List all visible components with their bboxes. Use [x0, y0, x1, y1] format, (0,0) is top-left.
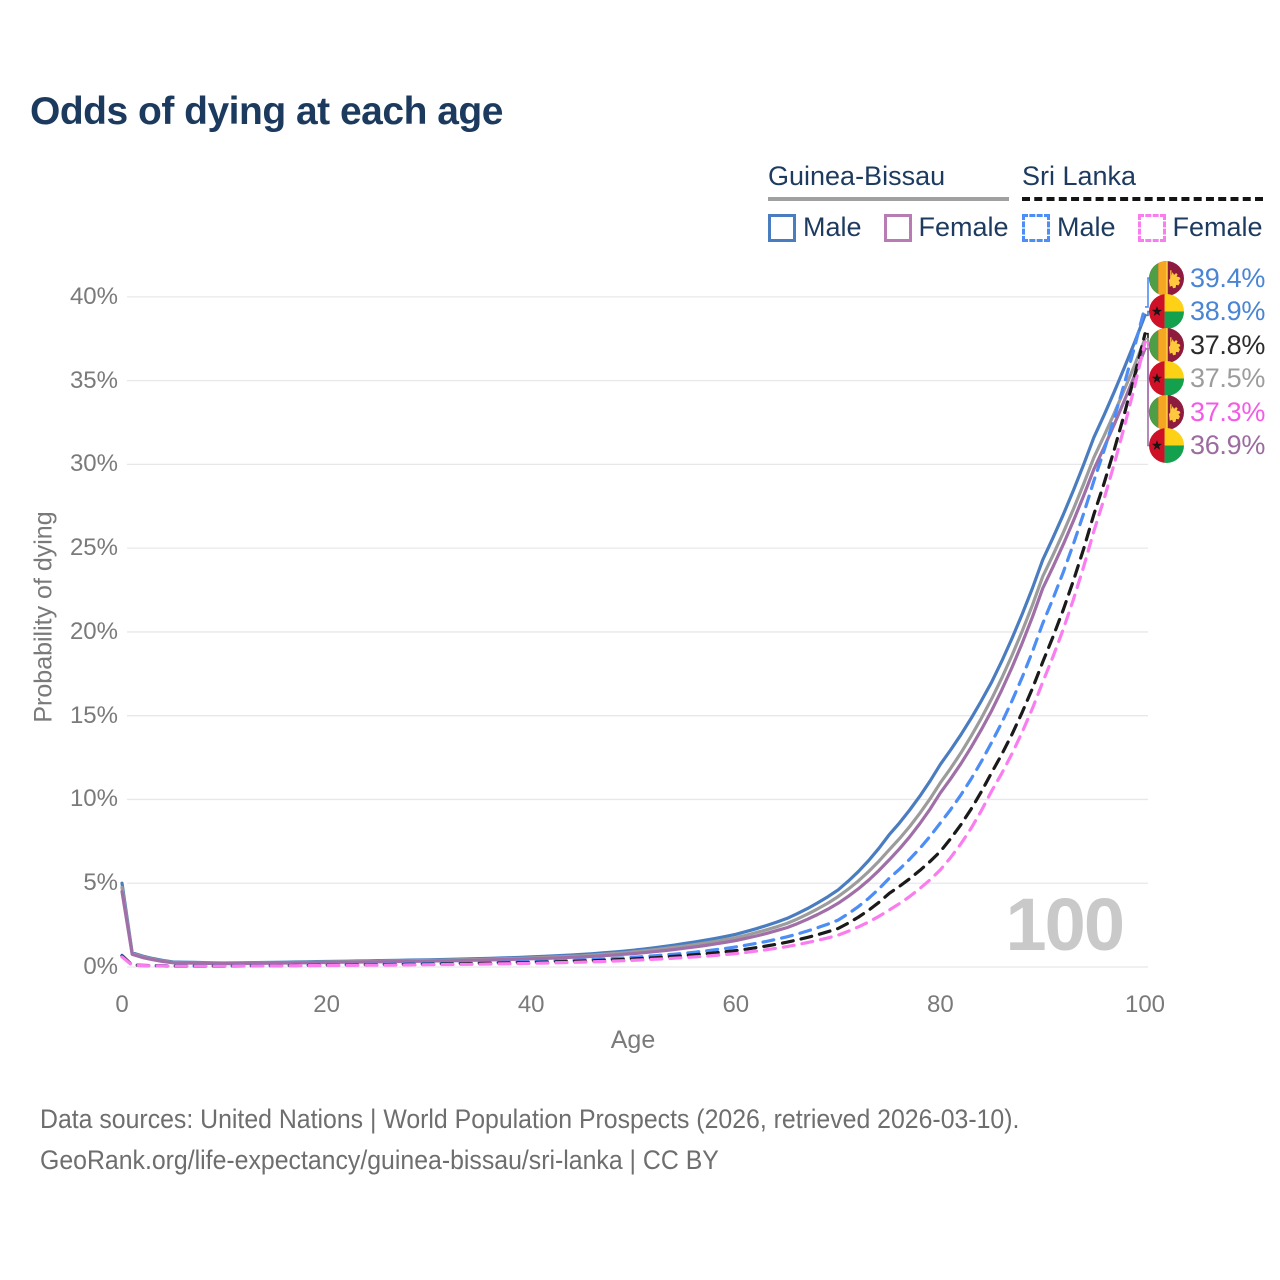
series-end-label-sl_both: 37.8%: [1149, 327, 1265, 363]
footer-sources: Data sources: United Nations | World Pop…: [40, 1104, 1020, 1134]
legend-country-underline-solid: [768, 197, 1009, 201]
legend-item-label: Female: [1172, 212, 1263, 242]
series-end-label-sl_male: 39.4%: [1149, 260, 1265, 296]
end-label-value: 37.5%: [1190, 363, 1266, 393]
legend-item-label: Female: [918, 212, 1009, 242]
footer-attribution: GeoRank.org/life-expectancy/guinea-bissa…: [40, 1145, 719, 1175]
legend-country-label: Sri Lanka: [1022, 161, 1137, 191]
legend-group-guinea-bissau: Guinea-Bissau Male Female: [768, 161, 1009, 243]
legend-swatch-solid: [883, 213, 912, 242]
series-end-label-gb_both: 37.5%: [1149, 361, 1265, 397]
end-label-value: 39.4%: [1190, 262, 1266, 293]
legend-item-gb-male[interactable]: Male: [768, 212, 862, 243]
legend-item-gb-female[interactable]: Female: [883, 212, 1009, 243]
legend-swatch-solid: [768, 213, 796, 242]
sri-lanka-flag-icon: [1149, 395, 1184, 430]
end-label-value: 38.9%: [1190, 296, 1266, 326]
series-line-sl_male: [120, 305, 1147, 968]
guinea-bissau-flag-icon: [1149, 294, 1184, 329]
legend-item-label: Male: [803, 212, 862, 242]
legend-item-label: Male: [1057, 212, 1116, 242]
end-label-value: 36.9%: [1190, 430, 1266, 460]
series-line-sl_female: [120, 340, 1147, 968]
legend-group-sri-lanka: Sri Lanka Male Female: [1022, 161, 1263, 243]
series-line-gb_male: [120, 313, 1147, 965]
page-title: Odds of dying at each age: [30, 90, 503, 133]
series-end-label-gb_female: 36.9%: [1149, 428, 1265, 464]
guinea-bissau-flag-icon: [1149, 428, 1184, 463]
end-label-value: 37.8%: [1190, 329, 1266, 360]
series-line-gb_female: [120, 347, 1147, 966]
series-line-gb_both: [120, 337, 1147, 965]
age-watermark: 100: [1005, 883, 1125, 966]
series-line-sl_both: [120, 332, 1147, 968]
legend-country-underline-dashed: [1022, 197, 1263, 201]
series-end-label-sl_female: 37.3%: [1149, 394, 1265, 430]
guinea-bissau-flag-icon: [1149, 361, 1184, 396]
legend-item-lk-male[interactable]: Male: [1022, 212, 1116, 243]
sri-lanka-flag-icon: [1149, 261, 1184, 296]
legend-swatch-dashed: [1137, 213, 1166, 242]
legend-country-label: Guinea-Bissau: [768, 161, 946, 191]
end-label-value: 37.3%: [1190, 396, 1266, 427]
sri-lanka-flag-icon: [1149, 328, 1184, 363]
legend-item-lk-female[interactable]: Female: [1137, 212, 1263, 243]
legend-swatch-dashed: [1022, 213, 1050, 242]
series-end-label-gb_male: 38.9%: [1149, 294, 1265, 330]
